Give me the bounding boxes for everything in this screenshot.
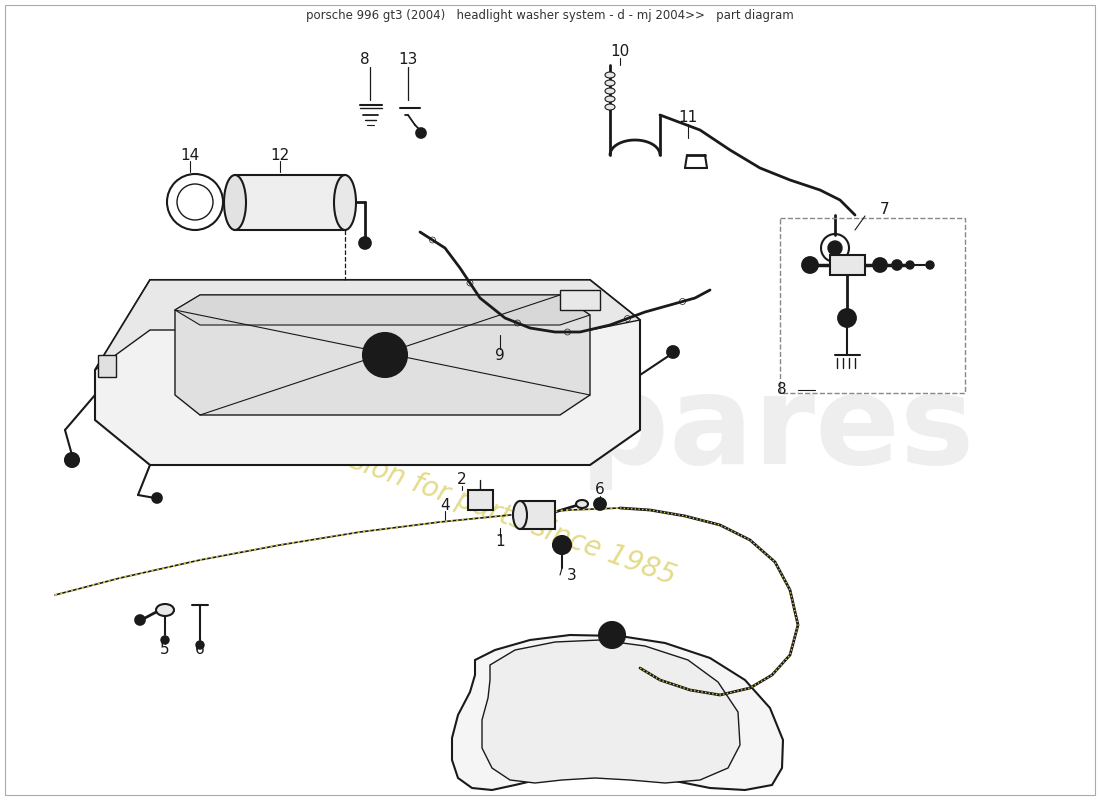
Text: 6: 6 bbox=[595, 482, 605, 498]
Circle shape bbox=[606, 629, 618, 641]
Bar bbox=[468, 490, 493, 510]
Ellipse shape bbox=[224, 175, 246, 230]
Bar bbox=[780, 218, 965, 393]
Polygon shape bbox=[95, 280, 640, 370]
Text: 8: 8 bbox=[778, 382, 786, 398]
Text: 7: 7 bbox=[880, 202, 890, 218]
Polygon shape bbox=[482, 640, 740, 783]
Text: 6: 6 bbox=[195, 642, 205, 658]
Ellipse shape bbox=[156, 604, 174, 616]
Ellipse shape bbox=[576, 500, 588, 508]
Text: 10: 10 bbox=[610, 45, 629, 59]
Circle shape bbox=[600, 622, 625, 648]
Circle shape bbox=[873, 258, 887, 272]
Ellipse shape bbox=[605, 88, 615, 94]
Ellipse shape bbox=[513, 501, 527, 529]
Circle shape bbox=[359, 237, 371, 249]
Ellipse shape bbox=[334, 175, 356, 230]
Circle shape bbox=[597, 501, 603, 507]
Circle shape bbox=[152, 493, 162, 503]
Circle shape bbox=[838, 309, 856, 327]
Text: 1: 1 bbox=[495, 534, 505, 550]
Text: 9: 9 bbox=[495, 347, 505, 362]
Circle shape bbox=[135, 615, 145, 625]
Ellipse shape bbox=[605, 104, 615, 110]
Circle shape bbox=[594, 498, 606, 510]
Circle shape bbox=[892, 260, 902, 270]
Circle shape bbox=[161, 636, 169, 644]
Circle shape bbox=[802, 257, 818, 273]
Circle shape bbox=[375, 345, 395, 365]
Circle shape bbox=[926, 261, 934, 269]
Circle shape bbox=[416, 128, 426, 138]
Circle shape bbox=[196, 641, 204, 649]
Polygon shape bbox=[95, 280, 640, 465]
Bar bbox=[520, 501, 556, 529]
Text: 14: 14 bbox=[180, 147, 199, 162]
Text: passion for parts since 1985: passion for parts since 1985 bbox=[300, 430, 680, 590]
Ellipse shape bbox=[605, 96, 615, 102]
Bar bbox=[235, 175, 345, 230]
Circle shape bbox=[65, 453, 79, 467]
Text: 3: 3 bbox=[568, 567, 576, 582]
Bar bbox=[830, 255, 865, 275]
Text: 13: 13 bbox=[398, 53, 418, 67]
Bar bbox=[98, 355, 116, 377]
Circle shape bbox=[667, 346, 679, 358]
Text: porsche 996 gt3 (2004)   headlight washer system - d - mj 2004>>   part diagram: porsche 996 gt3 (2004) headlight washer … bbox=[306, 9, 794, 22]
Polygon shape bbox=[175, 295, 590, 325]
Ellipse shape bbox=[605, 80, 615, 86]
Text: 4: 4 bbox=[440, 498, 450, 513]
Text: 2: 2 bbox=[458, 473, 466, 487]
Circle shape bbox=[828, 241, 842, 255]
Polygon shape bbox=[175, 295, 590, 415]
Polygon shape bbox=[560, 290, 600, 310]
Text: 12: 12 bbox=[271, 147, 289, 162]
Polygon shape bbox=[452, 635, 783, 790]
Circle shape bbox=[363, 333, 407, 377]
Ellipse shape bbox=[605, 72, 615, 78]
Text: 11: 11 bbox=[679, 110, 697, 126]
Text: eurospares: eurospares bbox=[185, 370, 975, 490]
Circle shape bbox=[906, 261, 914, 269]
Text: 8: 8 bbox=[360, 53, 370, 67]
Text: 5: 5 bbox=[161, 642, 169, 658]
Circle shape bbox=[553, 536, 571, 554]
